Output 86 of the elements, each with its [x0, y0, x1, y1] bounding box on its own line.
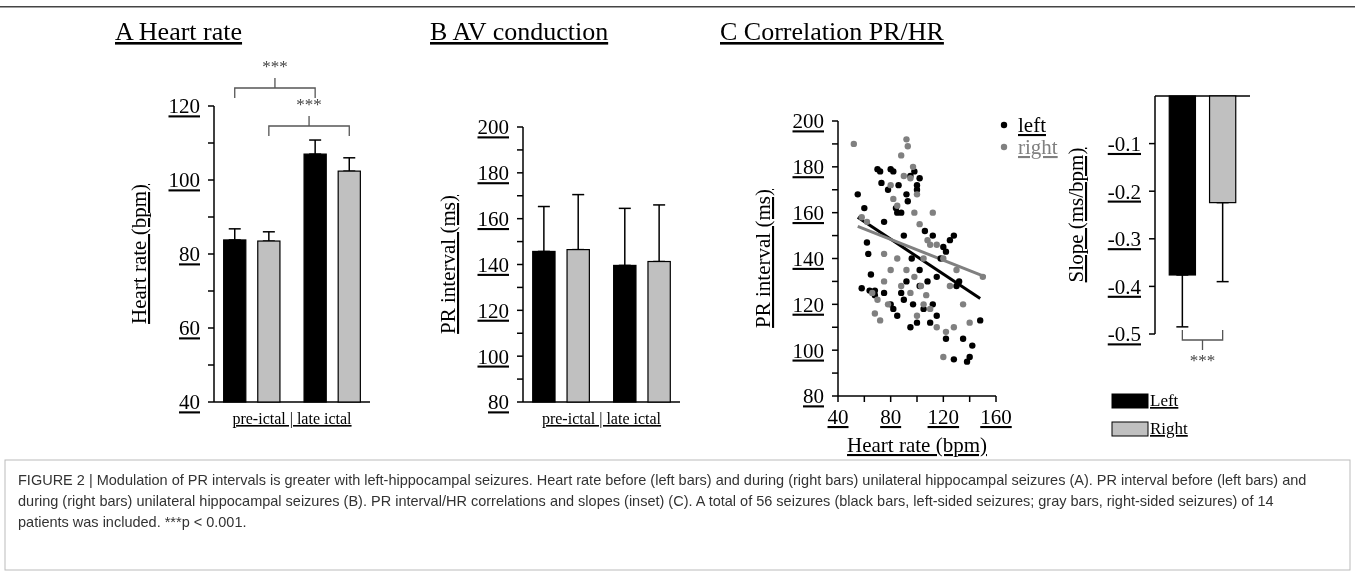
y-tick-label: 160 [792, 201, 824, 226]
x-tick-label: 120 [927, 405, 960, 429]
x-axis-title: pre-ictal | late ictal [232, 410, 353, 428]
point [959, 301, 967, 308]
point [880, 278, 888, 285]
y-tick-label: 180 [477, 161, 509, 186]
point [876, 317, 884, 324]
x-tick-label: 40 [827, 405, 849, 429]
point [903, 136, 910, 143]
annotation: *** [296, 95, 322, 114]
y-tick-label: 180 [792, 155, 824, 180]
point [887, 266, 894, 274]
point [950, 324, 958, 331]
x-tick-label: 160 [980, 405, 1012, 429]
point [907, 289, 914, 297]
y-tick-label: 80 [803, 384, 824, 409]
legend-label: left [1018, 113, 1047, 137]
y-tick-label: 80 [179, 242, 200, 267]
y-tick-label: 120 [477, 298, 509, 323]
y-tick-label: 120 [168, 94, 200, 119]
x-axis-title: Heart rate (bpm) [847, 433, 987, 457]
y-axis-title: Heart rate (bpm) [127, 184, 151, 324]
chart-title: B AV conduction [430, 17, 609, 46]
text: *** [1189, 351, 1216, 370]
point [909, 163, 917, 171]
chart-title: A Heart rate [115, 17, 243, 46]
point [874, 296, 881, 303]
y-tick-label: -0.1 [1107, 131, 1141, 156]
legend-label: Right [1150, 419, 1189, 438]
caption: FIGURE 2 | Modulation of PR intervals is greater with left-hippocampal seizures. Heart rate before (left bars) and during (right bars) unilateral hippocampal seizures (A). PR interval before (left bars) and during (right bars) unilateral hippocampal seizures (B). PR interval/HR correlations and slopes (inset) (C). A total of 56 seizures (black bars, left-sided seizures; gray bars, right-sided seizures) of 14 patients was included. ***p < 0.001. [18, 471, 1308, 532]
y-axis-title: PR interval (ms) [751, 189, 775, 328]
y-tick-label: 200 [477, 115, 509, 140]
chart-title: C Correlation PR/HR [720, 17, 945, 46]
y-axis-title: Slope (ms/bpm) [1064, 147, 1088, 283]
y-tick-label: -0.3 [1107, 227, 1141, 252]
point [920, 255, 927, 262]
point [911, 209, 918, 216]
point [966, 319, 973, 326]
point [904, 143, 911, 150]
y-tick-label: 160 [477, 207, 509, 232]
point [946, 282, 954, 290]
point [900, 172, 908, 180]
y-tick-label: 100 [477, 344, 509, 369]
point [926, 305, 934, 313]
point [979, 273, 987, 281]
point [871, 310, 879, 317]
point [887, 181, 894, 189]
y-tick-label: 60 [179, 316, 200, 341]
point [850, 140, 857, 148]
point [933, 324, 940, 331]
text: *** [262, 57, 288, 76]
point [942, 328, 950, 336]
point [890, 195, 897, 203]
y-tick-label: 140 [477, 252, 509, 277]
point [929, 209, 936, 216]
point [863, 218, 871, 226]
point [903, 266, 910, 274]
point [926, 241, 934, 248]
y-tick-label: 140 [792, 246, 824, 271]
y-tick-label: -0.2 [1107, 179, 1141, 204]
point [894, 255, 901, 262]
y-tick-label: 100 [168, 168, 200, 193]
point [916, 220, 923, 228]
point [880, 250, 888, 258]
x-tick-label: 80 [880, 405, 902, 429]
point [933, 241, 940, 248]
point [940, 353, 947, 361]
point [920, 301, 927, 308]
x-axis-title: pre-ictal | late ictal [541, 410, 662, 428]
y-axis-title: PR interval (ms) [436, 195, 460, 334]
point [858, 214, 865, 221]
legend-label: right [1018, 135, 1058, 159]
point [923, 291, 930, 299]
y-tick-label: 100 [792, 338, 824, 363]
y-tick-label: -0.4 [1107, 274, 1142, 299]
point [898, 282, 905, 290]
y-tick-label: -0.5 [1107, 322, 1141, 347]
point [898, 152, 905, 159]
legend-label: Left [1150, 391, 1179, 410]
point [924, 236, 931, 244]
point [953, 266, 960, 274]
point [911, 273, 918, 281]
point [913, 312, 921, 319]
point [913, 191, 921, 198]
y-tick-label: 200 [792, 109, 824, 134]
y-tick-label: 120 [792, 292, 824, 317]
